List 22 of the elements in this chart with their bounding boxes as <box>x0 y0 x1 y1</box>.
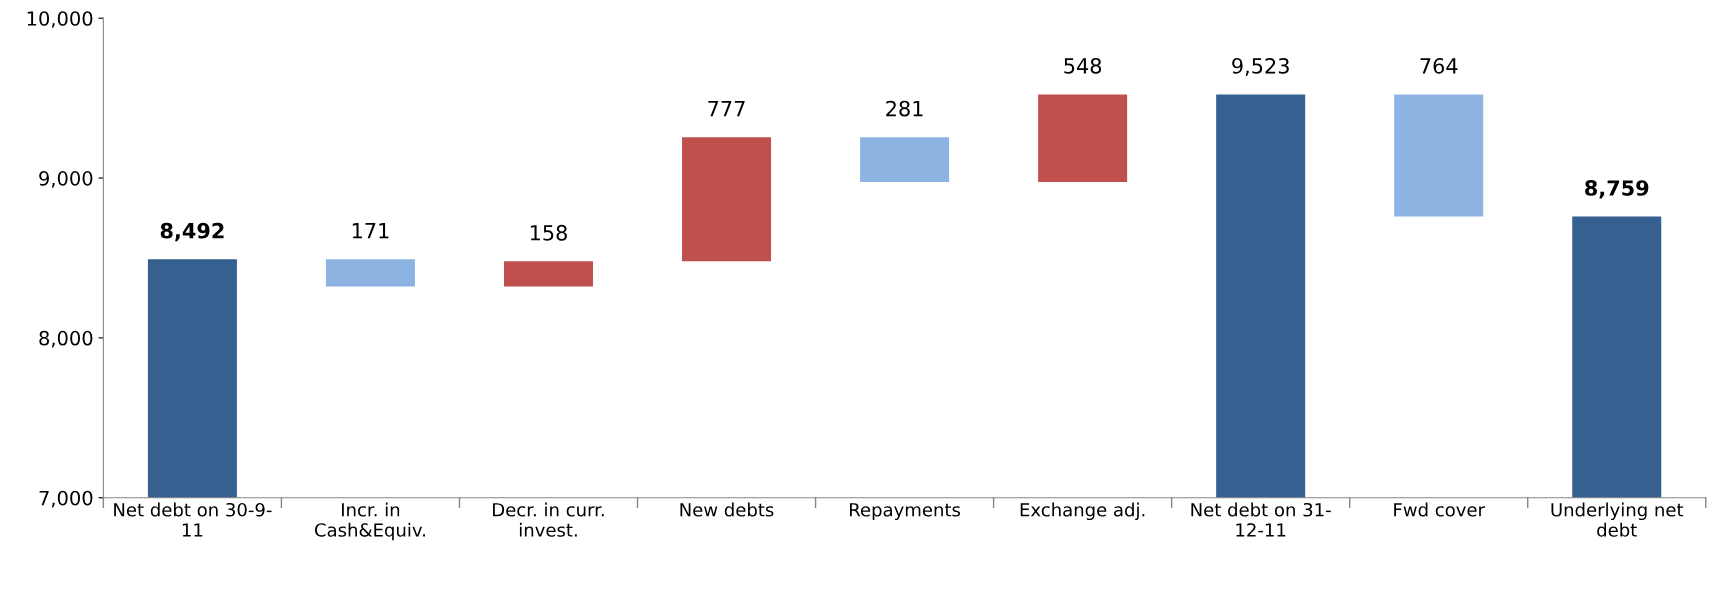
data-label: 158 <box>530 224 567 241</box>
y-tick-label: 8,000 <box>39 330 93 348</box>
y-tick-label: 9,000 <box>39 171 93 188</box>
x-tick-label: Underlying net debt <box>1551 502 1684 537</box>
data-label: 777 <box>708 100 745 117</box>
data-label: 764 <box>1420 57 1458 74</box>
x-tick-label: Fwd cover <box>1394 502 1485 517</box>
data-label: 9,523 <box>1232 57 1289 76</box>
y-tick-label: 7,000 <box>39 490 93 508</box>
x-tick-label: Net debt on 30-9- 11 <box>114 502 272 537</box>
y-tick-label: 10,000 <box>27 11 93 28</box>
data-label: 548 <box>1064 57 1102 74</box>
x-tick-label: Decr. in curr. invest. <box>493 502 604 537</box>
x-tick-label: Exchange adj. <box>1020 502 1145 521</box>
data-label: 281 <box>886 100 923 117</box>
x-tick-label: Incr. in Cash&Equiv. <box>314 502 425 541</box>
x-tick-label: Net debt on 31- 12-11 <box>1191 502 1331 537</box>
x-tick-label: Repayments <box>850 503 961 521</box>
data-label: 171 <box>352 223 389 239</box>
x-tick-label: New debts <box>680 502 774 517</box>
data-label: 8,759 <box>1585 180 1649 199</box>
data-label: 8,492 <box>160 222 224 242</box>
